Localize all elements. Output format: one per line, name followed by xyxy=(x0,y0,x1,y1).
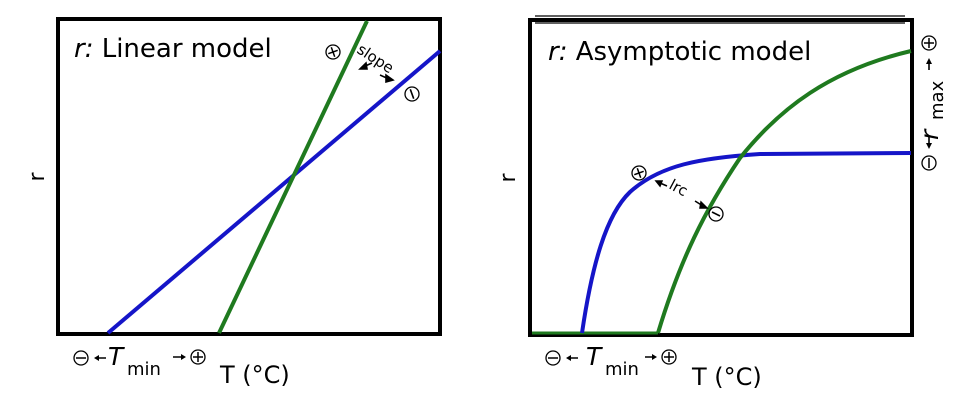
asymptotic-model-panel: r: Asymptotic model lrc xyxy=(496,15,948,391)
lrc-arrows-icon xyxy=(654,180,709,209)
minus-circle-icon xyxy=(73,350,89,366)
rmax-subscript: max xyxy=(927,80,948,120)
blue-asymptotic-curve xyxy=(580,151,912,334)
minus-circle-icon xyxy=(545,350,561,366)
tmin-subscript: min xyxy=(127,359,161,380)
slope-arrows-icon xyxy=(358,61,395,84)
plot-frame xyxy=(528,18,914,337)
plot-frame xyxy=(56,17,442,336)
tmin-label: T xyxy=(586,342,603,371)
linear-model-panel: r: Linear model slope r xyxy=(25,17,442,389)
plus-circle-icon xyxy=(661,349,677,365)
minus-circle-icon xyxy=(708,206,724,222)
rmax-label: r xyxy=(915,128,944,140)
plus-circle-icon xyxy=(921,35,937,51)
right-arrow-icon xyxy=(173,354,186,360)
minus-circle-icon xyxy=(404,86,420,102)
rmax-annotation: r max xyxy=(915,35,948,171)
x-axis-label: T (°C) xyxy=(691,363,762,391)
tmin-annotation: T min xyxy=(73,342,206,380)
lrc-label: lrc xyxy=(666,176,691,200)
green-linear-line xyxy=(217,20,369,334)
green-asymptotic-curve xyxy=(656,49,912,334)
blue-linear-line xyxy=(106,49,442,335)
right-arrow-icon xyxy=(645,354,657,360)
y-axis-label: r xyxy=(25,172,50,182)
left-arrow-icon xyxy=(566,355,578,361)
slope-label: slope xyxy=(354,40,397,77)
tmin-label: T xyxy=(108,342,125,371)
left-arrow-icon xyxy=(94,355,106,361)
plus-circle-icon xyxy=(325,44,341,60)
panel-title: r: Asymptotic model xyxy=(548,37,811,67)
tmin-annotation: T min xyxy=(545,342,677,380)
x-axis-label: T (°C) xyxy=(219,361,290,389)
panel-title: r: Linear model xyxy=(74,34,272,64)
down-arrow-icon xyxy=(926,137,932,149)
minus-circle-icon xyxy=(921,155,937,171)
plus-circle-icon xyxy=(190,349,206,365)
plus-circle-icon xyxy=(631,165,647,181)
tmin-subscript: min xyxy=(605,359,639,380)
up-arrow-icon xyxy=(926,58,932,70)
y-axis-label: r xyxy=(496,173,521,183)
